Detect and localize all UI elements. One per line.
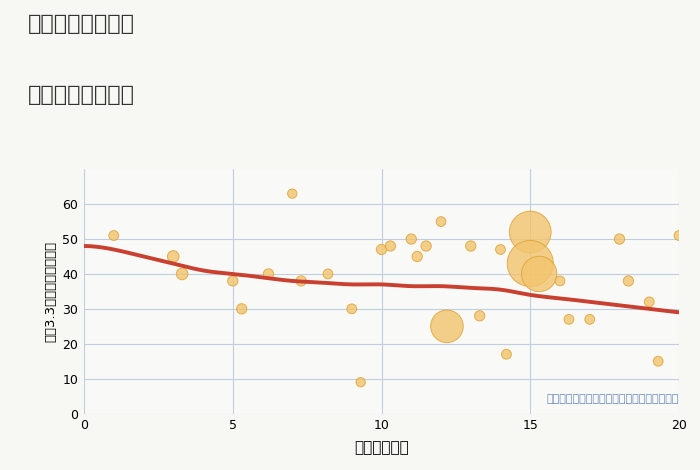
- Point: [525, 260, 536, 267]
- Point: [406, 235, 417, 243]
- Text: 千葉県柏市岩井の: 千葉県柏市岩井の: [28, 14, 135, 34]
- Point: [623, 277, 634, 285]
- Point: [236, 305, 247, 313]
- Point: [435, 218, 447, 225]
- Point: [322, 270, 333, 278]
- Point: [176, 270, 188, 278]
- Point: [525, 228, 536, 236]
- X-axis label: 駅距離（分）: 駅距離（分）: [354, 440, 409, 455]
- Point: [287, 190, 298, 197]
- Point: [346, 305, 357, 313]
- Point: [263, 270, 274, 278]
- Point: [564, 315, 575, 323]
- Point: [533, 270, 545, 278]
- Point: [465, 242, 476, 250]
- Point: [421, 242, 432, 250]
- Point: [168, 253, 179, 260]
- Point: [227, 277, 238, 285]
- Point: [376, 246, 387, 253]
- Point: [644, 298, 655, 306]
- Point: [441, 322, 452, 330]
- Point: [474, 312, 485, 320]
- Point: [501, 351, 512, 358]
- Text: 駅距離別土地価格: 駅距離別土地価格: [28, 85, 135, 105]
- Point: [652, 358, 664, 365]
- Point: [355, 378, 366, 386]
- Point: [495, 246, 506, 253]
- Point: [108, 232, 119, 239]
- Point: [412, 253, 423, 260]
- Point: [385, 242, 396, 250]
- Point: [554, 277, 566, 285]
- Point: [584, 315, 595, 323]
- Point: [295, 277, 307, 285]
- Y-axis label: 坪（3.3㎡）単価（万円）: 坪（3.3㎡）単価（万円）: [44, 241, 57, 342]
- Point: [614, 235, 625, 243]
- Text: 円の大きさは、取引のあった物件面積を示す: 円の大きさは、取引のあった物件面積を示す: [547, 394, 679, 404]
- Point: [673, 232, 685, 239]
